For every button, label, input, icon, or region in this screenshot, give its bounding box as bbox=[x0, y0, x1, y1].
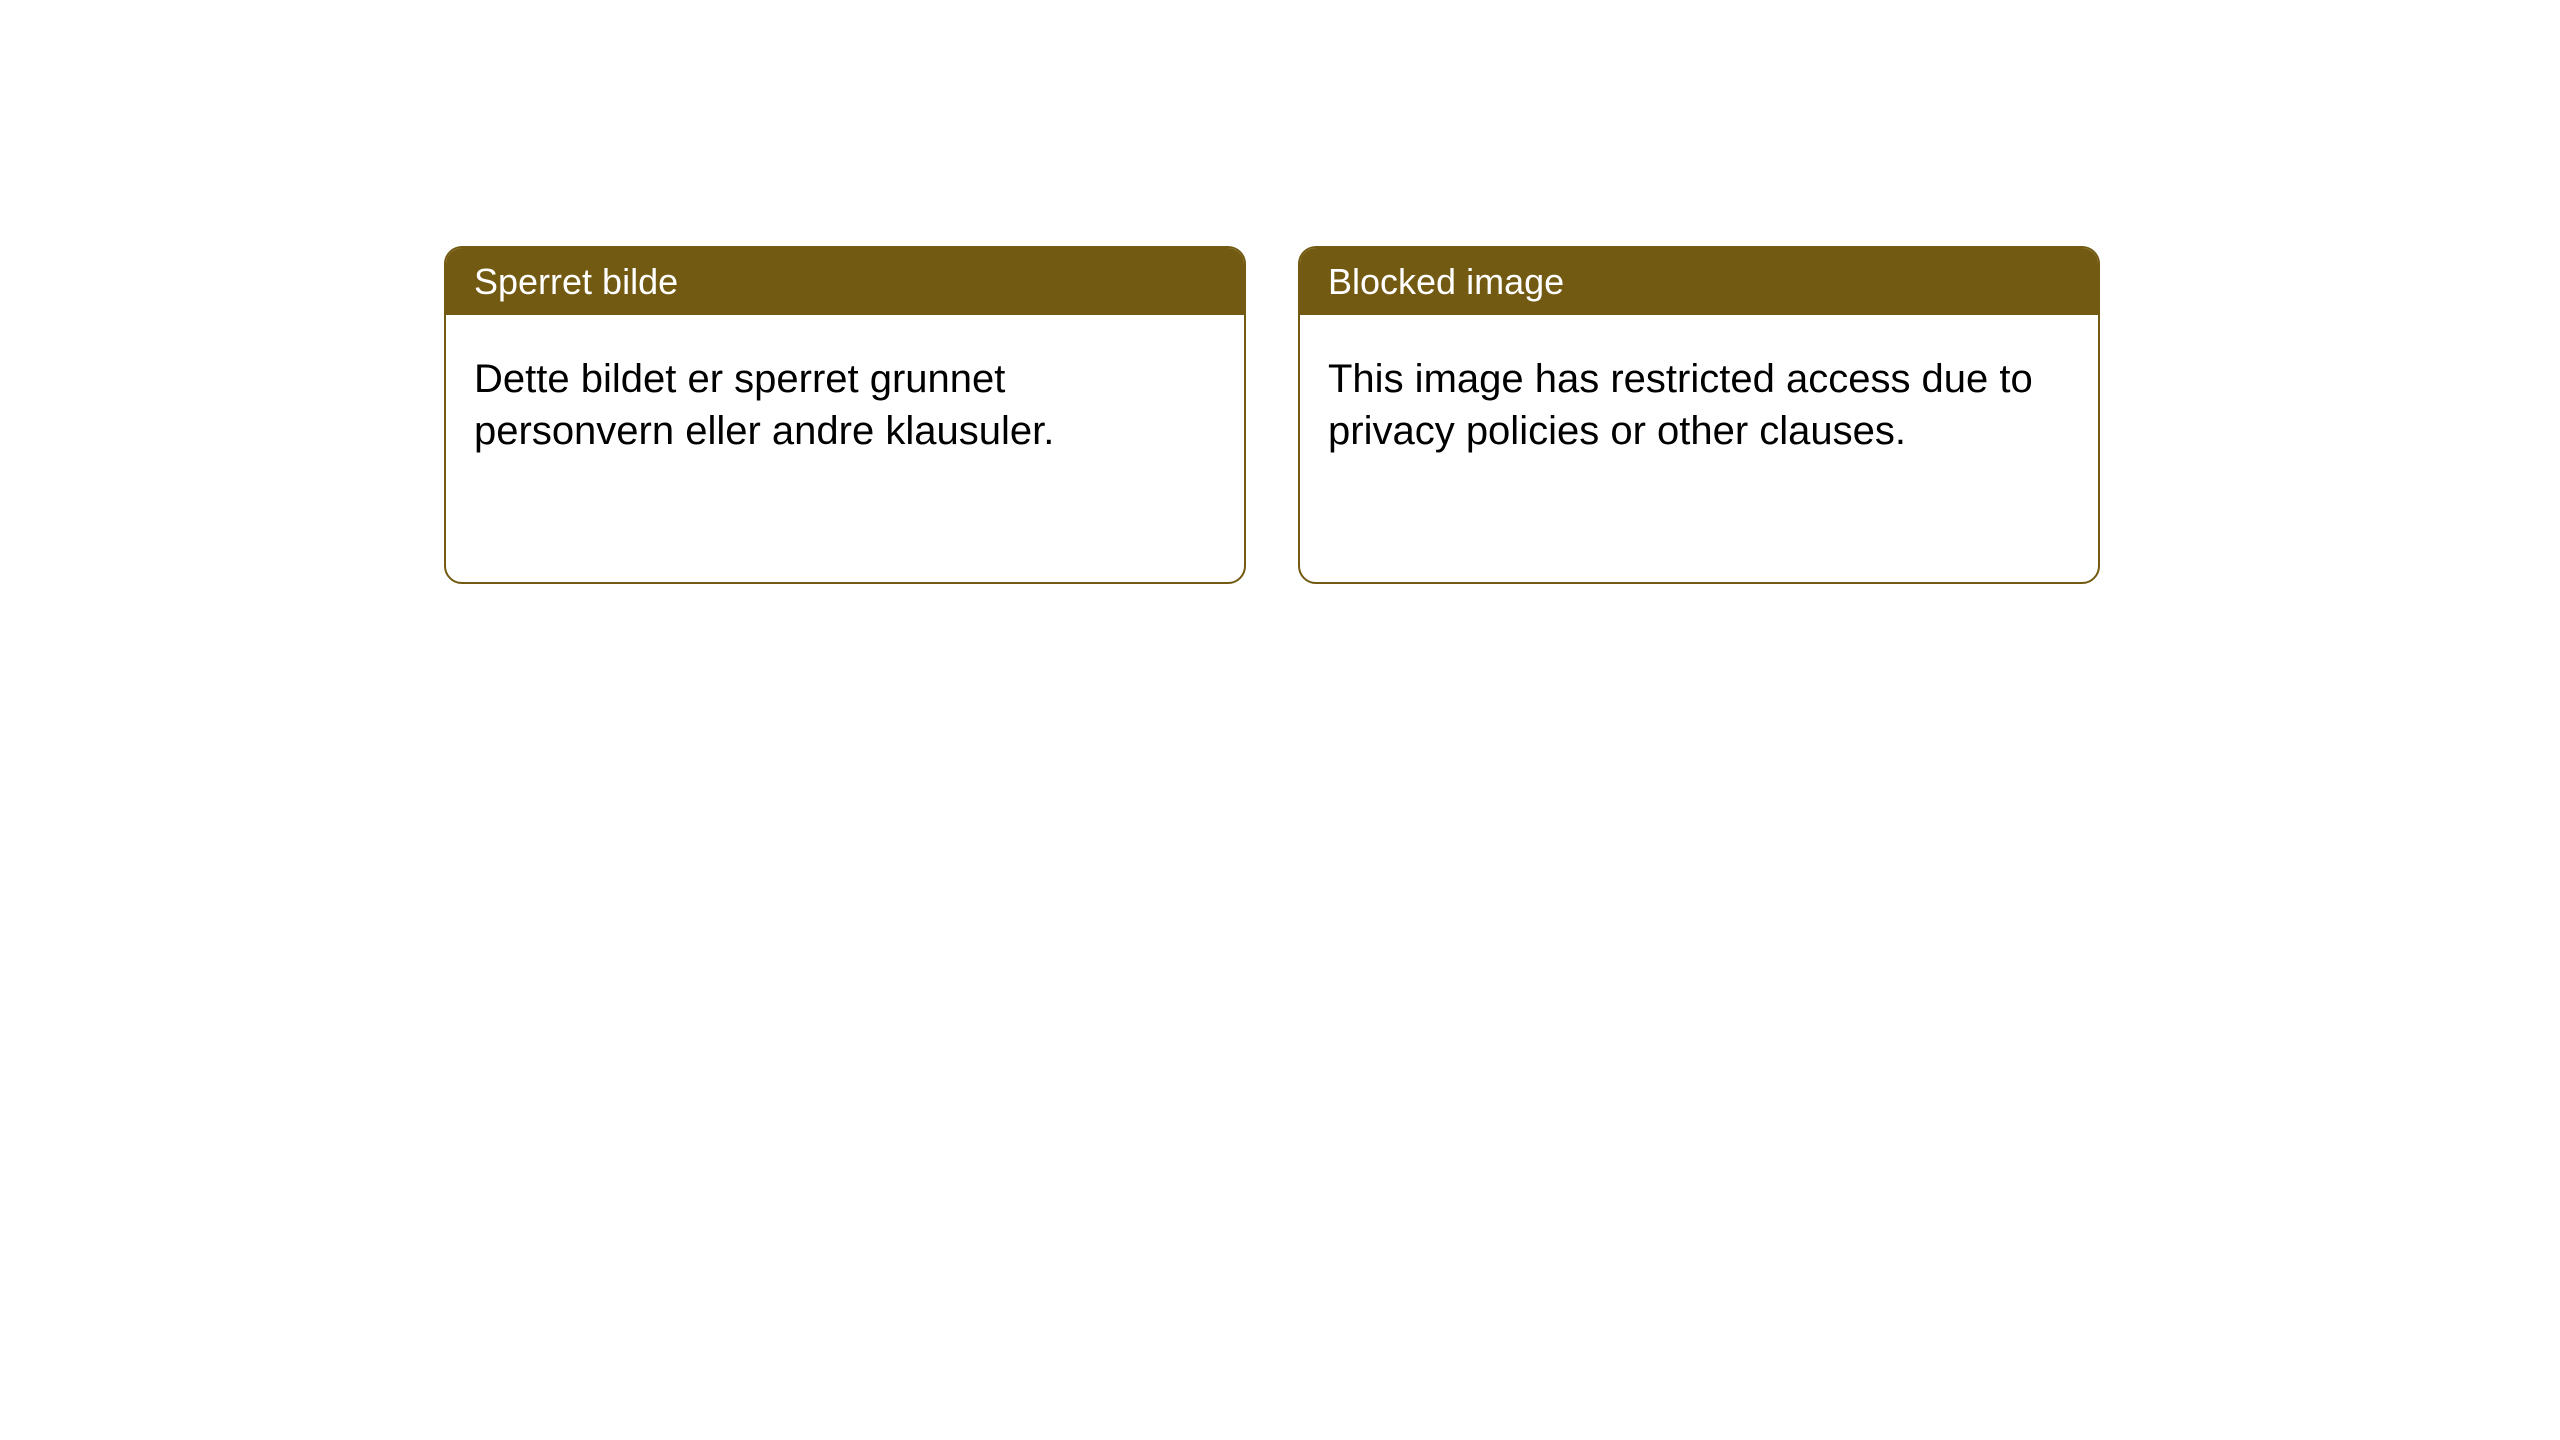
card-body-text: Dette bildet er sperret grunnet personve… bbox=[446, 315, 1244, 485]
card-body-text: This image has restricted access due to … bbox=[1300, 315, 2098, 485]
card-title: Blocked image bbox=[1300, 248, 2098, 315]
blocked-image-card-en: Blocked image This image has restricted … bbox=[1298, 246, 2100, 584]
card-title: Sperret bilde bbox=[446, 248, 1244, 315]
blocked-image-card-no: Sperret bilde Dette bildet er sperret gr… bbox=[444, 246, 1246, 584]
cards-container: Sperret bilde Dette bildet er sperret gr… bbox=[0, 0, 2560, 584]
